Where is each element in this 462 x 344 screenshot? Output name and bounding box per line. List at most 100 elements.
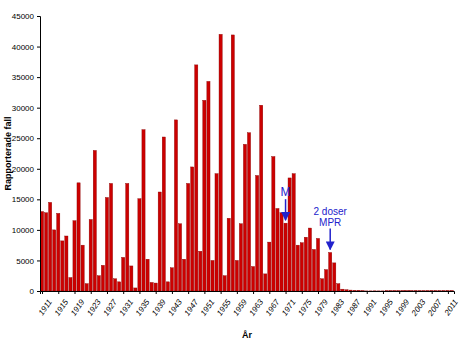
bar [434,290,437,291]
y-tick-label: 0 [30,287,35,296]
bar [357,290,360,291]
x-tick: 1923 [85,291,103,318]
x-tick: 1939 [150,291,168,318]
bar [150,282,153,291]
bar [361,290,364,291]
y-tick: 45000 [12,12,40,21]
bar [446,290,449,291]
bar [325,270,328,291]
x-tick-mark [415,291,416,294]
bar [101,265,104,291]
bar [77,183,80,291]
y-tick-label: 30000 [12,104,35,113]
bar [280,213,283,291]
bar [138,199,141,291]
y-tick-mark [37,47,40,48]
x-tick: 1951 [199,291,217,318]
bar [235,260,238,291]
y-tick-label: 45000 [12,12,35,21]
annotation-text: 2 doser [314,206,348,217]
y-tick: 5000 [16,257,40,266]
bar [373,290,376,291]
bar [272,157,275,291]
y-tick-mark [37,169,40,170]
x-tick-label: 1927 [101,297,119,317]
x-tick-mark [351,291,352,294]
x-tick-label: 1943 [166,297,184,317]
bar [73,221,76,291]
bar [365,290,368,291]
x-tick-mark [237,291,238,294]
y-tick-label: 15000 [12,195,35,204]
y-tick-mark [37,138,40,139]
bar [260,105,263,291]
bar [223,276,226,291]
bar [85,284,88,291]
bar [158,192,161,291]
bar [53,230,56,291]
y-tick-mark [37,108,40,109]
x-tick: 1963 [248,291,266,318]
bar [276,209,279,292]
x-tick-mark [156,291,157,294]
y-tick-label: 10000 [12,226,35,235]
x-tick-label: 2007 [426,297,444,318]
bar [69,278,72,291]
bar [268,242,271,291]
bar [231,35,234,291]
x-tick: 1943 [166,291,184,318]
x-tick: 1983 [329,291,347,318]
bar [390,290,393,291]
bar [385,290,388,291]
x-tick-mark [75,291,76,294]
x-tick-label: 1983 [329,297,347,317]
x-axis: 1911191519191923192719311935193919431947… [37,291,460,318]
bar [49,202,52,291]
x-tick-mark [42,291,43,294]
bar [114,279,117,291]
x-tick: 1959 [231,291,249,318]
x-tick-mark [188,291,189,294]
x-tick-label: 1951 [199,298,217,318]
bar [215,174,218,291]
y-tick-label: 20000 [12,165,35,174]
bar [422,290,425,291]
x-tick: 1935 [134,291,152,318]
x-tick-mark [139,291,140,294]
bar [442,290,445,291]
x-tick: 1987 [345,291,363,318]
x-tick-label: 1999 [394,297,412,317]
bar [414,290,417,291]
x-tick-label: 1935 [134,297,152,317]
bar [418,290,421,291]
y-axis: 0500010000150002000025000300003500040000… [12,12,41,296]
annotation: 2 doserMPR [314,206,348,250]
x-tick-label: 1963 [248,297,266,317]
bar [65,236,68,291]
x-tick-mark [334,291,335,294]
bar [219,34,222,291]
annotation: M [281,185,291,220]
y-tick: 25000 [12,134,40,143]
x-tick-mark [302,291,303,294]
y-tick-mark [37,16,40,17]
x-tick-label: 2003 [409,297,427,318]
bar [203,100,206,291]
x-tick-mark [58,291,59,294]
x-tick-label: 1967 [264,297,282,317]
x-tick-label: 1991 [361,298,379,318]
x-tick-label: 1979 [312,297,330,317]
y-tick-mark [37,199,40,200]
bar [312,249,315,291]
x-tick-mark [286,291,287,294]
x-tick-mark [448,291,449,294]
y-tick-mark [37,260,40,261]
bar [426,290,429,291]
annotation-arrow [285,199,287,220]
x-tick-label: 2011 [442,298,460,318]
bar [187,183,190,291]
x-tick-label: 1959 [231,297,249,317]
x-tick-label: 1939 [150,297,168,317]
bar [239,224,242,291]
bar [122,257,125,291]
